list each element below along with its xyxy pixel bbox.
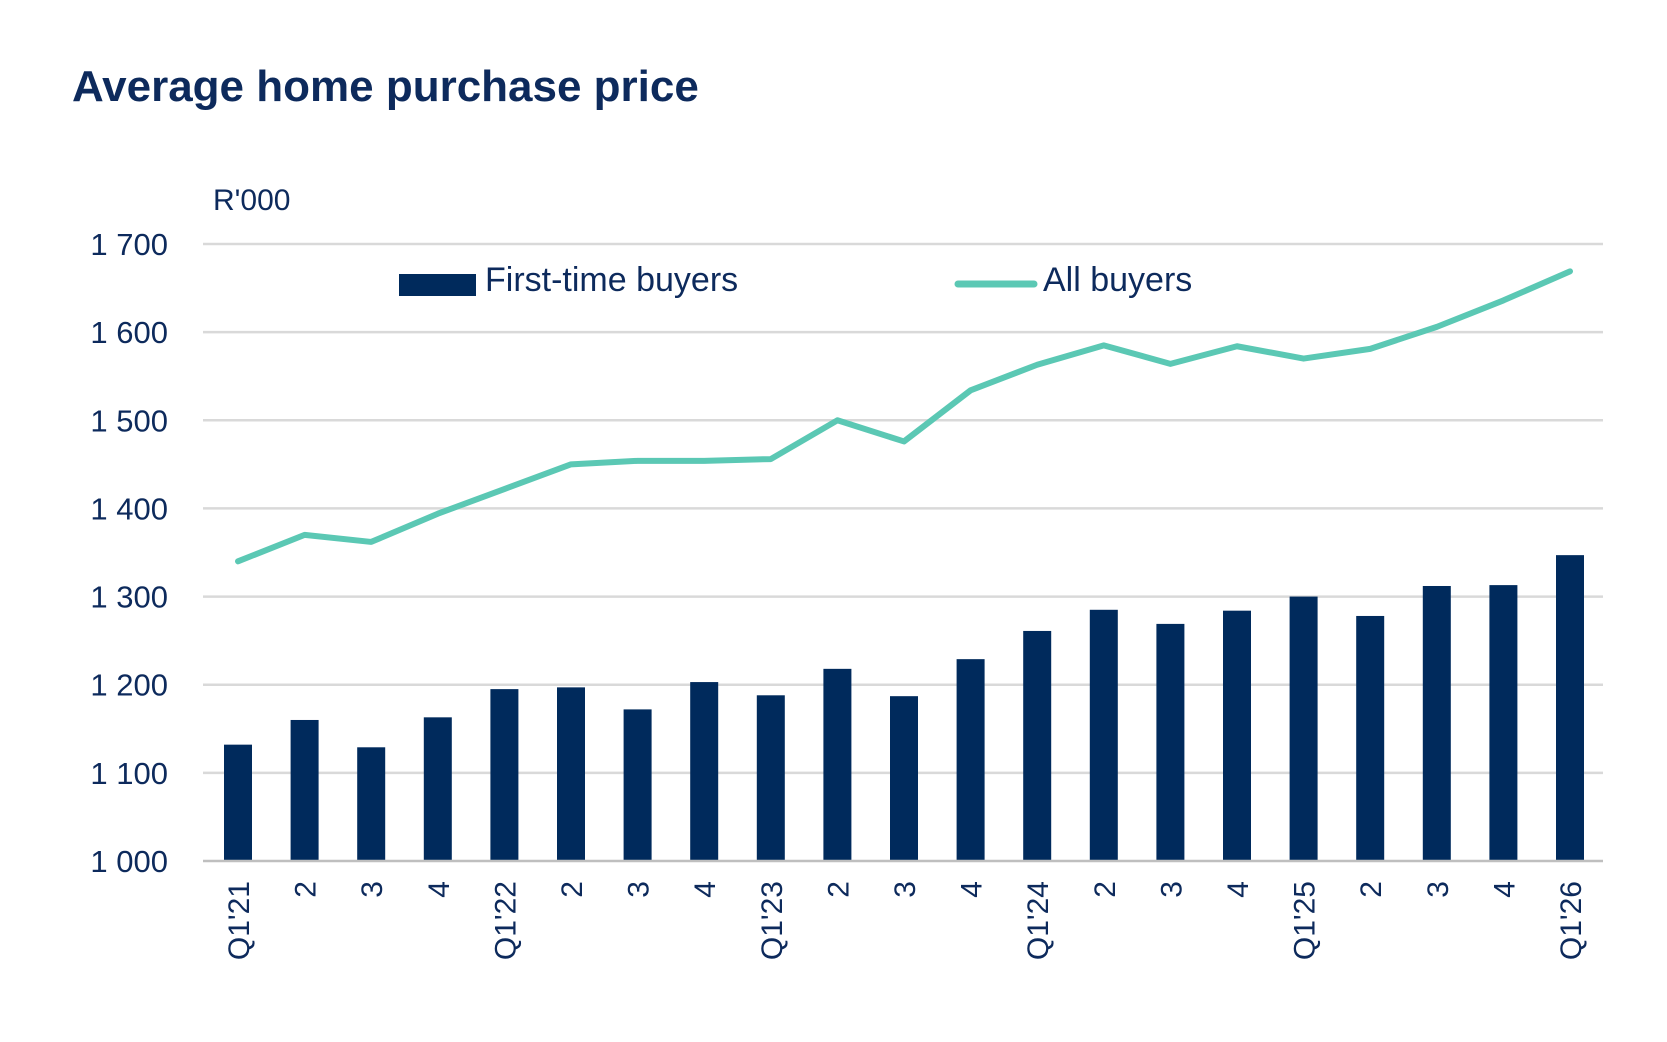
x-tick-label: Q1'25 [1289,881,1322,960]
legend-label: All buyers [1043,261,1192,299]
bar [1356,615,1385,861]
bar [557,687,585,861]
bar [823,668,852,861]
x-tick-label: 2 [1355,881,1388,898]
x-tick-label: 2 [556,881,589,898]
series-line [235,268,1573,565]
y-tick-label: 1 400 [90,491,168,526]
y-tick-label: 1 000 [90,844,168,879]
x-tick-label: 3 [356,881,389,898]
y-tick-label: 1 600 [90,315,168,350]
bar [1556,555,1584,861]
bar [224,744,252,861]
chart-title: Average home purchase price [72,62,699,111]
bar [1156,623,1185,861]
bar [1023,630,1052,861]
x-tick-label: 2 [1089,881,1122,898]
bar [1223,610,1251,861]
x-tick-label: Q1'21 [223,881,256,960]
bar [756,695,785,861]
bar [956,659,985,861]
bar [490,689,519,861]
legend-label: First-time buyers [485,261,738,299]
x-tick-label: 2 [290,881,323,898]
x-tick-label: 4 [689,881,722,898]
legend-swatch-bar [399,274,476,296]
x-tick-label: 4 [1222,881,1255,898]
y-tick-label: 1 500 [90,403,168,438]
y-tick-label: 1 200 [90,668,168,703]
x-tick-label: 3 [1155,881,1188,898]
x-tick-label: 2 [822,881,855,898]
bar [357,747,386,861]
bar [1289,596,1318,861]
x-tick-label: Q1'22 [489,881,522,960]
x-tick-label: Q1'23 [756,881,789,960]
bar [1422,585,1451,861]
y-tick-label: 1 300 [90,580,168,615]
x-tick-label: 4 [1488,881,1521,898]
bar [623,709,652,861]
y-axis-label: R'000 [213,184,290,217]
bar [423,717,452,861]
x-tick-label: 3 [623,881,656,898]
bar [690,682,719,861]
bar [1089,609,1118,861]
y-tick-label: 1 100 [90,756,168,791]
x-tick-label: 3 [889,881,922,898]
y-tick-label: 1 700 [90,227,168,262]
bar [1489,585,1518,861]
x-tick-label: Q1'24 [1022,881,1055,960]
x-tick-label: Q1'26 [1555,881,1588,960]
x-tick-label: 4 [423,881,456,898]
bar [290,719,319,861]
x-tick-label: 4 [956,881,989,898]
x-tick-label: 3 [1422,881,1455,898]
bar [890,696,918,861]
